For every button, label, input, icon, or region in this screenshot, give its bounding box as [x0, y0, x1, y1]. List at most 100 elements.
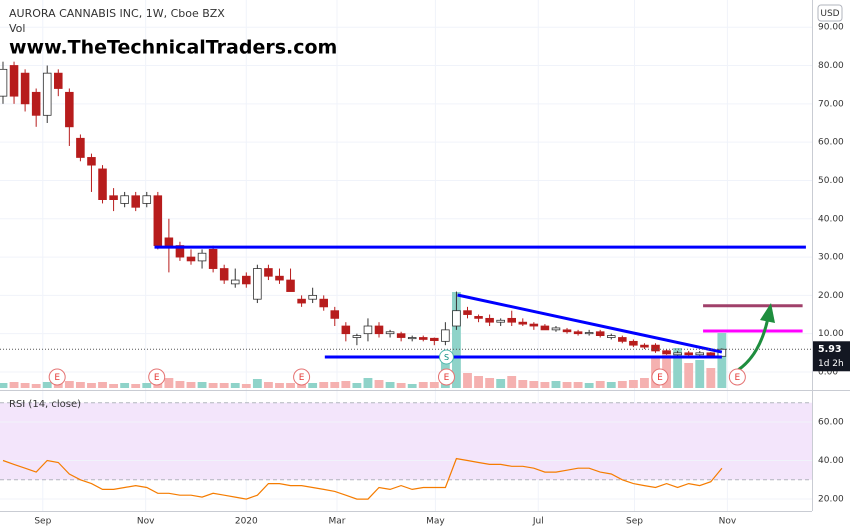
candle-body: [175, 245, 185, 258]
candle-body: [618, 337, 627, 342]
earnings-marker: [437, 368, 455, 386]
volume-bar: [662, 350, 671, 388]
candle-body: [164, 237, 174, 246]
volume-bar: [330, 382, 340, 388]
volume-bar: [241, 384, 251, 388]
candle-body: [65, 91, 74, 128]
currency: USD: [820, 9, 839, 19]
y-tick-label: 30.00: [818, 253, 844, 263]
candle-body: [507, 317, 517, 323]
y-tick-label: 50.00: [818, 176, 844, 186]
y-tick-label: 40.00: [818, 214, 844, 224]
candle-body: [109, 195, 118, 200]
volume-bar: [429, 382, 439, 388]
volume-bar: [208, 383, 218, 388]
candle-body: [0, 68, 8, 97]
volume-bar: [540, 382, 550, 388]
candle-body: [673, 352, 682, 356]
volume-bar: [263, 382, 273, 388]
candle-body: [186, 256, 196, 262]
volume-bar: [175, 381, 185, 388]
volume-bar: [529, 381, 539, 388]
candle-body: [208, 249, 218, 269]
rsi-line: [2, 457, 723, 500]
volume-bar: [573, 382, 583, 388]
volume-bar: [418, 382, 428, 388]
candle-body: [9, 65, 19, 97]
x-tick-label: Mar: [328, 517, 345, 527]
candle-body: [485, 317, 494, 323]
candle-body: [197, 252, 207, 262]
candle-body: [651, 344, 660, 352]
candle-body: [551, 327, 561, 331]
rsi-tick-label: 60.00: [818, 418, 844, 428]
candle-body: [584, 332, 594, 335]
candle-body: [595, 331, 605, 336]
volume-bar: [341, 381, 351, 388]
volume-bar: [297, 384, 307, 388]
candle-body: [562, 329, 572, 333]
rsi-tick-label: 20.00: [818, 495, 844, 505]
candle-body: [219, 268, 229, 281]
y-tick-label: 10.00: [818, 329, 844, 339]
volume-bar: [595, 381, 605, 388]
candle-body: [319, 298, 328, 308]
split-label: S: [444, 353, 449, 362]
volume-bar: [673, 348, 683, 388]
candle-body: [662, 350, 671, 355]
earnings-label: E: [154, 373, 160, 383]
volume-bar: [452, 292, 461, 388]
volume-bar: [20, 383, 30, 388]
x-tick-label: Nov: [137, 517, 155, 527]
volume-bar: [617, 381, 627, 388]
volume-bar: [352, 383, 362, 388]
candle-body: [76, 137, 85, 158]
volume-bar: [98, 382, 107, 388]
candle-body: [131, 195, 140, 208]
earnings-label: E: [444, 373, 450, 383]
candle-body: [529, 323, 539, 327]
candle-body: [20, 72, 30, 105]
candle-body: [606, 335, 616, 338]
candle-body: [352, 335, 362, 338]
grid: [0, 0, 812, 511]
candle-body: [242, 275, 251, 285]
candle-body: [120, 195, 129, 204]
volume-bar: [717, 333, 727, 388]
earnings-marker: [728, 368, 746, 386]
candle-body: [396, 333, 406, 338]
candle-body: [385, 331, 395, 335]
trend-line: [457, 293, 723, 354]
rsi-title: RSI (14, close): [9, 399, 81, 410]
y-tick-label: 80.00: [818, 61, 844, 71]
volume-bar: [286, 383, 295, 388]
volume-bar: [407, 384, 417, 388]
split-marker: [438, 349, 454, 365]
earnings-label: E: [657, 373, 663, 383]
volume-bar: [75, 382, 85, 388]
candle-body: [374, 325, 384, 335]
volume-bar: [230, 383, 240, 388]
candle-body: [230, 279, 240, 285]
volume-bar: [0, 383, 8, 388]
candle-body: [87, 157, 96, 166]
volume-bar: [164, 378, 174, 388]
volume-bar: [64, 381, 74, 388]
candle-body: [684, 352, 693, 356]
candle-body: [264, 268, 273, 277]
volume-bar: [474, 376, 483, 388]
candle-body: [629, 340, 638, 346]
volume-bar: [42, 382, 52, 388]
earnings-marker: [48, 368, 66, 386]
volume-bar: [485, 378, 495, 388]
volume-bar: [363, 378, 373, 388]
earnings-marker: [148, 368, 166, 386]
candle-body: [142, 195, 152, 204]
x-tick-label: May: [426, 517, 445, 527]
candle-body: [573, 331, 583, 335]
volume-bar: [142, 383, 152, 388]
volume-bar: [197, 382, 207, 388]
candle-body: [496, 319, 505, 323]
volume-bar: [684, 363, 694, 388]
